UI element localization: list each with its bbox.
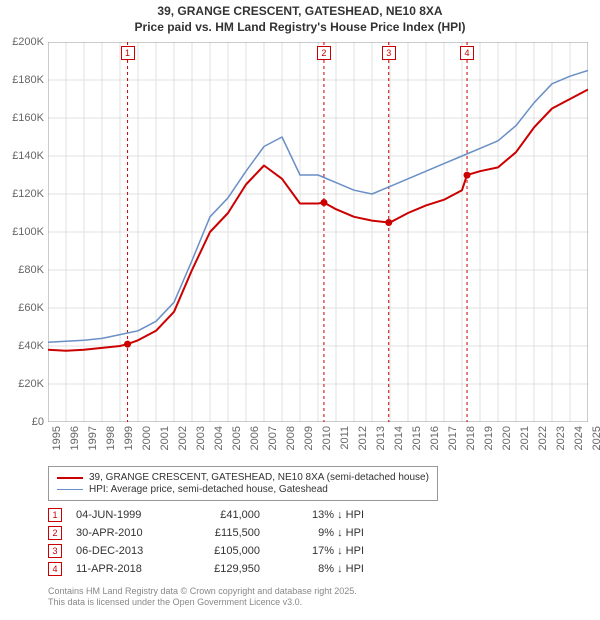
legend-label-price-paid: 39, GRANGE CRESCENT, GATESHEAD, NE10 8XA… (89, 472, 429, 483)
event-marker: 1 (121, 46, 135, 60)
event-date: 04-JUN-1999 (76, 509, 166, 521)
chart-container: 39, GRANGE CRESCENT, GATESHEAD, NE10 8XA… (0, 0, 600, 620)
x-tick-label: 1996 (69, 426, 81, 450)
x-tick-label: 2012 (357, 426, 369, 450)
legend-swatch-hpi (57, 489, 83, 491)
x-tick-label: 2011 (339, 426, 351, 450)
y-tick-label: £140K (12, 150, 44, 162)
x-tick-label: 2023 (555, 426, 567, 450)
event-date: 06-DEC-2013 (76, 545, 166, 557)
y-tick-label: £200K (12, 36, 44, 48)
x-tick-label: 1998 (105, 426, 117, 450)
x-tick-label: 2019 (483, 426, 495, 450)
chart-svg (48, 42, 588, 422)
events-row: 3 06-DEC-2013 £105,000 17% ↓ HPI (48, 544, 364, 558)
event-price: £129,950 (180, 563, 260, 575)
events-row: 2 30-APR-2010 £115,500 9% ↓ HPI (48, 526, 364, 540)
event-number-box: 2 (48, 526, 62, 540)
x-tick-label: 2021 (519, 426, 531, 450)
legend: 39, GRANGE CRESCENT, GATESHEAD, NE10 8XA… (48, 466, 438, 501)
x-tick-label: 2002 (177, 426, 189, 450)
event-price: £105,000 (180, 545, 260, 557)
event-date: 11-APR-2018 (76, 563, 166, 575)
title-line-2: Price paid vs. HM Land Registry's House … (0, 20, 600, 36)
x-tick-label: 2003 (195, 426, 207, 450)
x-tick-label: 2000 (141, 426, 153, 450)
title-block: 39, GRANGE CRESCENT, GATESHEAD, NE10 8XA… (0, 0, 600, 35)
x-tick-label: 1995 (51, 426, 63, 450)
events-row: 4 11-APR-2018 £129,950 8% ↓ HPI (48, 562, 364, 576)
x-tick-label: 2001 (159, 426, 171, 450)
y-tick-label: £40K (18, 340, 44, 352)
x-tick-label: 2008 (285, 426, 297, 450)
y-tick-label: £100K (12, 226, 44, 238)
footer-line-2: This data is licensed under the Open Gov… (48, 597, 357, 608)
event-price: £41,000 (180, 509, 260, 521)
event-number-box: 4 (48, 562, 62, 576)
x-tick-label: 2020 (501, 426, 513, 450)
event-diff: 13% ↓ HPI (274, 509, 364, 521)
y-tick-label: £20K (18, 378, 44, 390)
event-marker: 3 (382, 46, 396, 60)
event-diff: 9% ↓ HPI (274, 527, 364, 539)
x-tick-label: 2007 (267, 426, 279, 450)
x-tick-label: 2022 (537, 426, 549, 450)
x-tick-label: 2010 (321, 426, 333, 450)
y-tick-label: £160K (12, 112, 44, 124)
event-diff: 8% ↓ HPI (274, 563, 364, 575)
x-tick-label: 2018 (465, 426, 477, 450)
event-diff: 17% ↓ HPI (274, 545, 364, 557)
x-tick-label: 2016 (429, 426, 441, 450)
x-tick-label: 2017 (447, 426, 459, 450)
y-tick-label: £180K (12, 74, 44, 86)
event-number-box: 1 (48, 508, 62, 522)
x-tick-label: 2024 (573, 426, 585, 450)
event-marker: 2 (317, 46, 331, 60)
x-tick-label: 2006 (249, 426, 261, 450)
x-tick-label: 2014 (393, 426, 405, 450)
x-tick-label: 2004 (213, 426, 225, 450)
event-price: £115,500 (180, 527, 260, 539)
title-line-1: 39, GRANGE CRESCENT, GATESHEAD, NE10 8XA (0, 4, 600, 20)
legend-row-price-paid: 39, GRANGE CRESCENT, GATESHEAD, NE10 8XA… (57, 472, 429, 483)
footer-line-1: Contains HM Land Registry data © Crown c… (48, 586, 357, 597)
x-tick-label: 1997 (87, 426, 99, 450)
x-tick-label: 2009 (303, 426, 315, 450)
y-tick-label: £60K (18, 302, 44, 314)
legend-swatch-price-paid (57, 477, 83, 479)
events-row: 1 04-JUN-1999 £41,000 13% ↓ HPI (48, 508, 364, 522)
x-tick-label: 1999 (123, 426, 135, 450)
x-tick-label: 2013 (375, 426, 387, 450)
footer: Contains HM Land Registry data © Crown c… (48, 586, 357, 609)
legend-row-hpi: HPI: Average price, semi-detached house,… (57, 484, 429, 495)
event-marker: 4 (460, 46, 474, 60)
chart-area: £0£20K£40K£60K£80K£100K£120K£140K£160K£1… (48, 42, 588, 422)
y-tick-label: £80K (18, 264, 44, 276)
x-tick-label: 2025 (591, 426, 600, 450)
legend-label-hpi: HPI: Average price, semi-detached house,… (89, 484, 328, 495)
event-number-box: 3 (48, 544, 62, 558)
x-tick-label: 2015 (411, 426, 423, 450)
events-table: 1 04-JUN-1999 £41,000 13% ↓ HPI 2 30-APR… (48, 508, 364, 580)
event-date: 30-APR-2010 (76, 527, 166, 539)
y-tick-label: £0 (32, 416, 44, 428)
y-tick-label: £120K (12, 188, 44, 200)
x-tick-label: 2005 (231, 426, 243, 450)
